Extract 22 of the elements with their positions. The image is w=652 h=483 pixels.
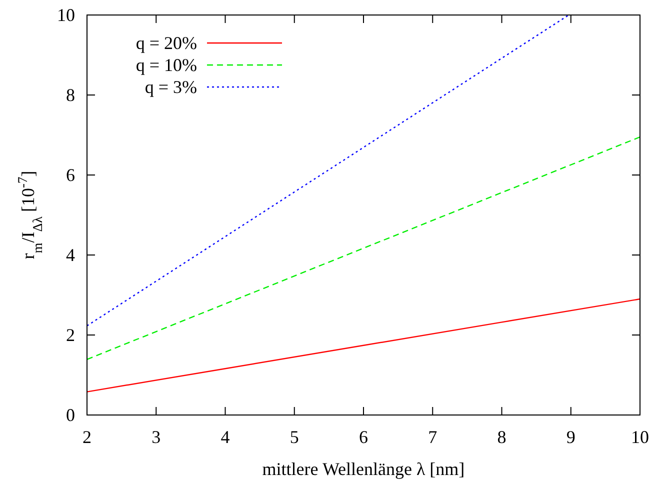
y-tick-label: 4 <box>66 245 75 265</box>
y-tick-label: 8 <box>66 85 75 105</box>
x-axis-title: mittlere Wellenlänge λ [nm] <box>262 459 465 479</box>
legend-label: q = 20% <box>136 33 197 53</box>
x-tick-label: 8 <box>497 427 506 447</box>
line-series <box>87 298 640 392</box>
x-tick-label: 9 <box>566 427 576 447</box>
x-tick-label: 4 <box>220 427 230 447</box>
line-series <box>87 136 640 360</box>
x-tick-label: 2 <box>82 427 92 447</box>
y-tick-label: 6 <box>66 165 75 185</box>
legend-label: q = 10% <box>136 55 197 75</box>
x-tick-label: 7 <box>428 427 438 447</box>
x-tick-label: 6 <box>359 427 368 447</box>
line-series <box>87 15 570 326</box>
y-tick-label: 10 <box>57 5 75 25</box>
x-tick-label: 10 <box>631 427 649 447</box>
legend-label: q = 3% <box>144 77 197 97</box>
x-tick-label: 3 <box>152 427 161 447</box>
y-tick-label: 0 <box>66 405 75 425</box>
y-tick-label: 2 <box>66 325 75 345</box>
x-tick-label: 5 <box>290 427 299 447</box>
